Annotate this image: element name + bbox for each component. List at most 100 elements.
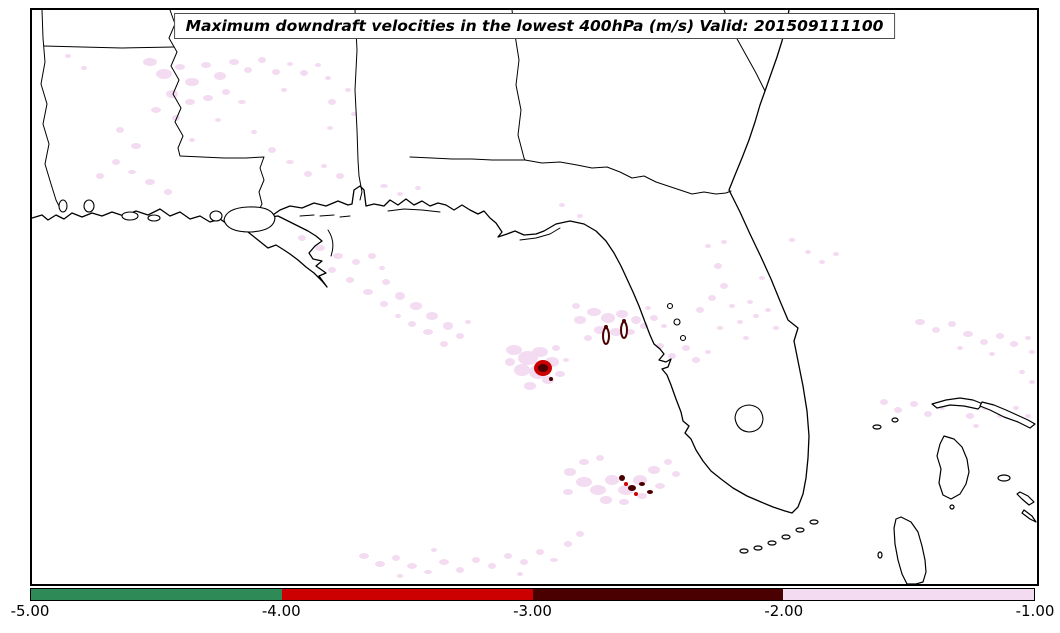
- strong-downdraft-core: [634, 492, 638, 496]
- weak-downdraft-area: [616, 310, 628, 318]
- severe-downdraft-core: [619, 475, 625, 481]
- weak-downdraft-area: [298, 235, 306, 241]
- weak-downdraft-area: [605, 475, 619, 485]
- weak-downdraft-area: [214, 72, 226, 80]
- weak-downdraft-area: [397, 192, 403, 196]
- weak-downdraft-area: [145, 179, 155, 185]
- weak-downdraft-area: [328, 267, 336, 273]
- border-texas-louisiana: [40, 10, 61, 209]
- weak-downdraft-area: [395, 292, 405, 300]
- weak-downdraft-area: [359, 553, 369, 559]
- weak-downdraft-area: [672, 471, 680, 477]
- weak-downdraft-area: [456, 333, 464, 339]
- weak-downdraft-area: [424, 570, 432, 574]
- abaco-island: [979, 401, 1036, 429]
- lake-pontchartrain: [223, 206, 276, 233]
- weak-downdraft-area: [789, 238, 795, 242]
- colorbar-segment-red: [281, 589, 533, 600]
- weak-downdraft-area: [251, 130, 257, 134]
- south-andros-island: [893, 516, 927, 584]
- weak-downdraft-area: [518, 351, 538, 365]
- severe-downdraft-core: [549, 377, 553, 381]
- colorbar-segment-pink: [783, 589, 1034, 600]
- florida-key-island: [781, 534, 791, 540]
- weak-downdraft-area: [65, 54, 71, 58]
- weak-downdraft-area: [963, 331, 973, 337]
- weak-downdraft-area: [717, 326, 723, 330]
- weak-downdraft-area: [747, 300, 753, 304]
- weak-downdraft-area: [81, 66, 87, 70]
- colorbar: [30, 588, 1035, 601]
- north-andros-island: [936, 435, 970, 500]
- weak-downdraft-area: [572, 303, 580, 309]
- eleuthera-island: [1016, 491, 1035, 506]
- weak-downdraft-area: [1029, 350, 1035, 354]
- weak-downdraft-area: [765, 308, 771, 312]
- weak-downdraft-area: [238, 100, 246, 104]
- weak-downdraft-area: [346, 277, 354, 283]
- weak-downdraft-area: [426, 312, 438, 320]
- calcasieu-lake: [83, 199, 95, 213]
- bahamas-islands-group: [872, 397, 1037, 584]
- weak-downdraft-area: [151, 107, 161, 113]
- weak-downdraft-area: [440, 341, 448, 347]
- weak-downdraft-area: [380, 301, 388, 307]
- weak-downdraft-area: [504, 553, 512, 559]
- small-cay: [877, 551, 883, 559]
- weak-downdraft-area: [156, 69, 172, 79]
- weak-downdraft-area: [304, 171, 312, 177]
- border-arkansas-louisiana: [43, 45, 175, 49]
- border-alabama-florida: [409, 156, 526, 161]
- weak-downdraft-area: [96, 173, 104, 179]
- weak-downdraft-area: [327, 126, 333, 130]
- weak-downdraft-area: [524, 382, 536, 390]
- weak-downdraft-area: [729, 304, 735, 308]
- grand-lake: [121, 211, 139, 221]
- weak-downdraft-area: [410, 302, 422, 310]
- weak-downdraft-area: [894, 407, 902, 413]
- border-florida-georgia: [524, 159, 732, 195]
- weak-downdraft-area: [805, 250, 811, 254]
- weak-downdraft-area: [268, 147, 276, 153]
- weak-downdraft-area: [708, 295, 716, 301]
- weak-downdraft-area: [550, 558, 558, 562]
- weak-downdraft-area: [175, 64, 185, 70]
- severe-downdraft-ring: [602, 327, 610, 345]
- bimini-island: [872, 424, 882, 430]
- weak-downdraft-area: [415, 186, 421, 190]
- weak-downdraft-area: [164, 189, 172, 195]
- west-end-islet: [891, 417, 899, 423]
- weak-downdraft-area: [705, 244, 711, 248]
- weak-downdraft-area: [924, 411, 932, 417]
- eleuthera-island-south: [1021, 509, 1037, 523]
- weak-downdraft-area: [552, 345, 560, 351]
- weak-downdraft-area: [584, 335, 592, 341]
- weak-downdraft-area: [753, 314, 759, 318]
- weak-downdraft-area: [281, 88, 287, 92]
- weak-downdraft-area: [172, 115, 180, 121]
- weak-downdraft-area: [880, 399, 888, 405]
- weak-downdraft-area: [143, 58, 157, 66]
- chandeleur-islands-arc: [327, 229, 334, 257]
- weak-downdraft-area: [375, 561, 385, 567]
- weak-downdraft-area: [601, 313, 615, 323]
- florida-key-island: [809, 519, 819, 525]
- weak-downdraft-area: [315, 245, 325, 251]
- weak-downdraft-area: [910, 401, 918, 407]
- weak-downdraft-area: [1029, 380, 1035, 384]
- weak-downdraft-area: [576, 477, 592, 487]
- small-cay: [949, 504, 955, 510]
- weak-downdraft-area: [222, 89, 230, 95]
- severe-downdraft-core: [647, 490, 653, 494]
- weak-downdraft-area: [563, 358, 569, 362]
- weak-downdraft-area: [185, 99, 195, 105]
- weak-downdraft-area: [559, 203, 565, 207]
- severe-downdraft-ring: [620, 321, 628, 339]
- weak-downdraft-area: [773, 326, 779, 330]
- weak-downdraft-area: [505, 358, 515, 366]
- colorbar-tick-label: -5.00: [10, 602, 50, 620]
- weak-downdraft-area: [833, 252, 839, 256]
- weak-downdraft-area: [737, 320, 743, 324]
- weak-downdraft-area: [619, 499, 629, 505]
